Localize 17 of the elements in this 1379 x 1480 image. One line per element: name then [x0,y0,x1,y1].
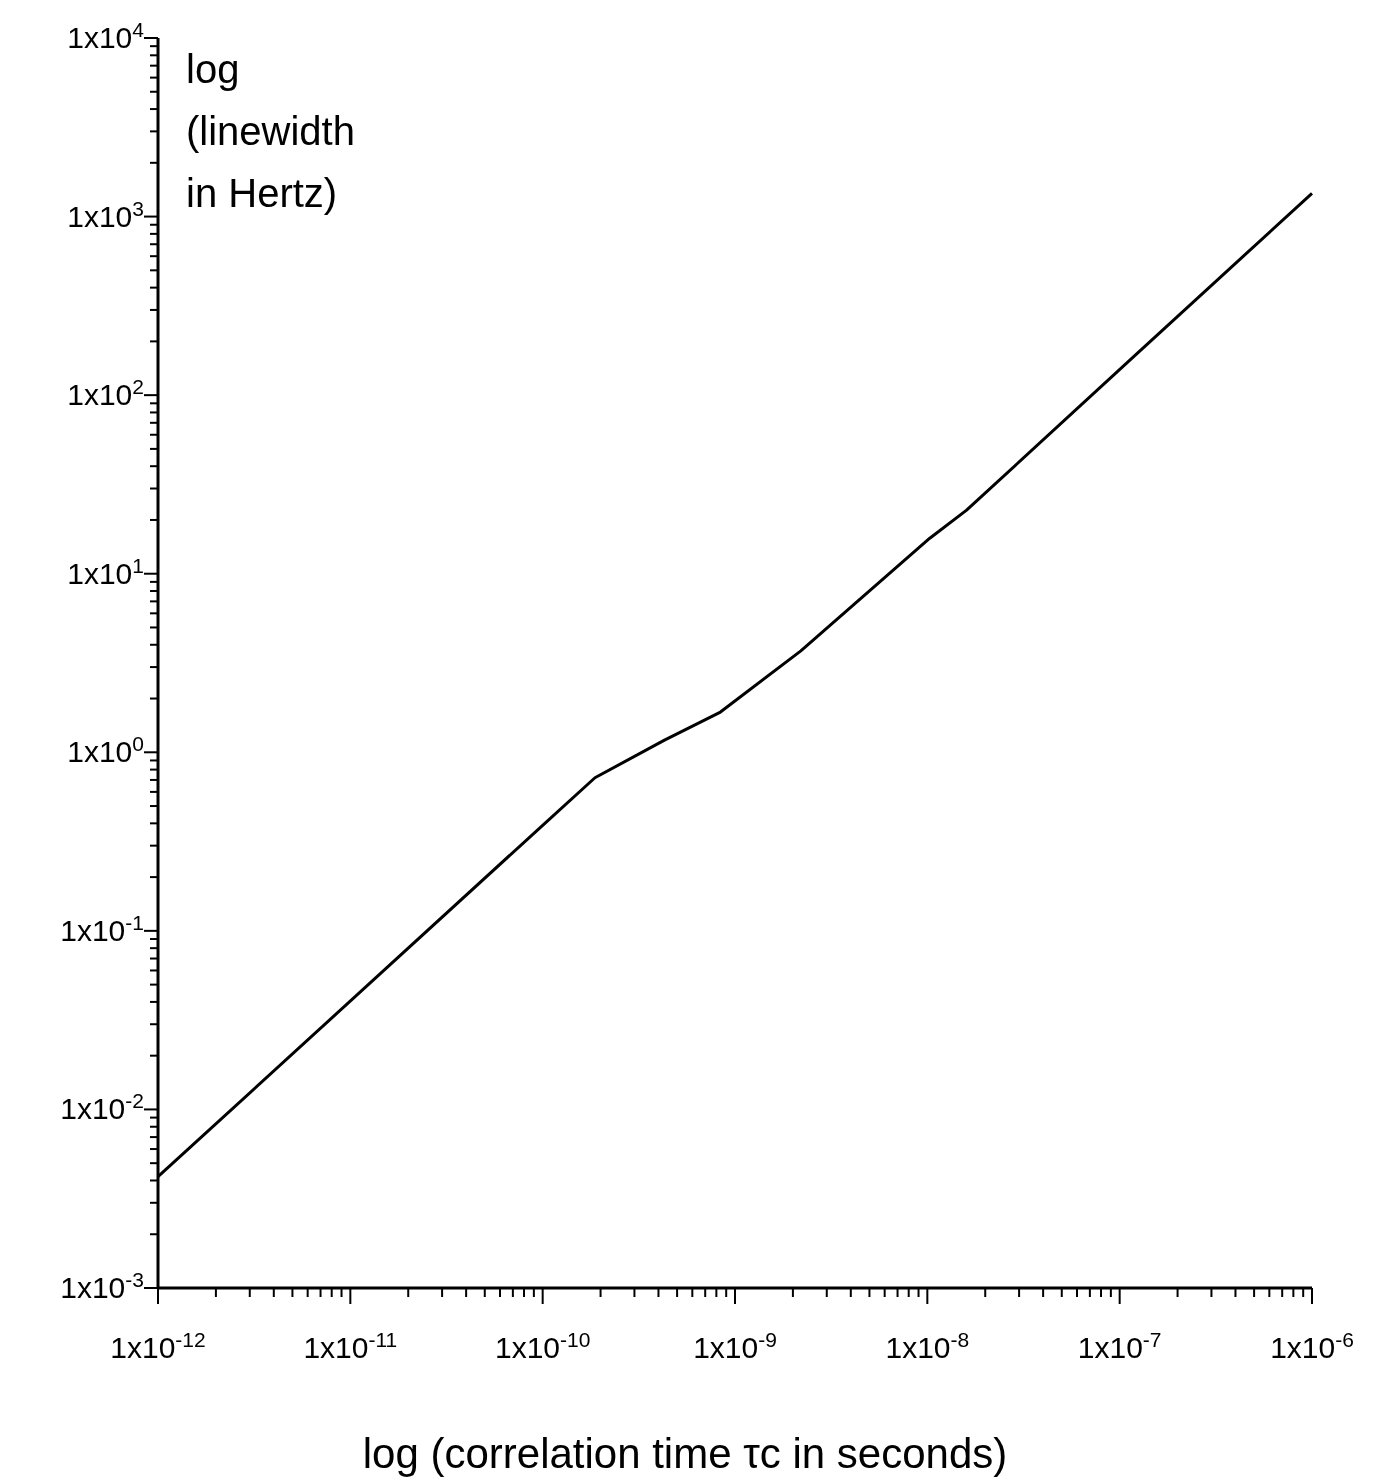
x-tick-label: 1x10$^{-9}$ [693,1327,777,1364]
y-axis-title: log (linewidth in Hertz) [186,47,355,215]
y-tick-label: 1x10$^{3}$ [67,196,144,233]
y-tick-label: 1x10$^{-1}$ [60,910,144,947]
y-tick-label: 1x10$^{4}$ [67,17,145,54]
y-tick-label: 1x10$^{2}$ [67,374,144,412]
x-axis-title: log (correlation time τc in seconds) [362,1430,1008,1477]
y-tick-label: 1x10$^{-3}$ [60,1267,144,1304]
y-tick-label: 1x10$^{-2}$ [60,1088,144,1126]
x-tick-label: 1x10$^{-10}$ [494,1327,591,1364]
x-tick-label: 1x10$^{-8}$ [885,1327,970,1364]
x-tick-label: 1x10$^{-12}$ [110,1327,206,1364]
x-tick-label: 1x10$^{-7}$ [1077,1327,1162,1364]
y-tick-label: 1x10$^{0}$ [67,731,144,769]
y-tick-label: 1x10$^{1}$ [67,553,144,590]
x-tick-label: 1x10$^{-6}$ [1270,1327,1354,1364]
x-tick-label: 1x10$^{-11}$ [303,1327,398,1364]
